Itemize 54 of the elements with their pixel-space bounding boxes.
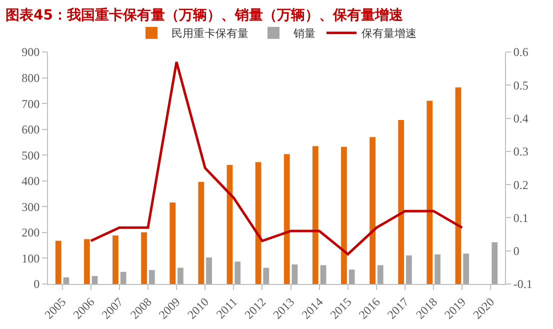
bar xyxy=(312,146,318,284)
bar xyxy=(348,270,355,284)
bar xyxy=(226,164,233,284)
y-tick-label: 600 xyxy=(22,122,40,137)
y-tick-label: 900 xyxy=(22,45,40,60)
bar xyxy=(284,154,290,284)
y-tick-label: 400 xyxy=(22,174,40,188)
bar xyxy=(170,202,176,284)
legend-label: 民用重卡保有量 xyxy=(172,27,248,40)
y2-tick-label: 0.4 xyxy=(513,111,528,126)
bar xyxy=(463,254,470,284)
bar xyxy=(320,265,326,284)
bar xyxy=(206,257,212,284)
bar xyxy=(341,146,347,284)
bar xyxy=(406,255,412,284)
bar xyxy=(198,182,204,284)
bar xyxy=(263,268,270,284)
bar xyxy=(92,276,98,284)
legend-label: 销量 xyxy=(292,27,316,40)
y2-tick-label: 0.2 xyxy=(513,178,528,192)
y-tick-label: 300 xyxy=(22,200,40,214)
y-tick-label: 700 xyxy=(22,96,40,111)
y-tick-label: 500 xyxy=(22,148,40,162)
y2-tick-label: 0.5 xyxy=(513,78,528,92)
y2-tick-label: 0.3 xyxy=(513,144,528,159)
y2-tick-label: 0.6 xyxy=(513,45,528,60)
bar xyxy=(148,270,155,284)
legend-label: 保有量增速 xyxy=(362,27,416,40)
chart-title: 图表45：我国重卡保有量（万辆）、销量（万辆）、保有量增速 xyxy=(6,8,404,24)
bar xyxy=(398,120,404,284)
line-series xyxy=(90,60,464,256)
y2-tick-label: 0.1 xyxy=(513,210,528,225)
y-tick-label: 100 xyxy=(22,251,40,266)
bar xyxy=(141,232,147,284)
bar xyxy=(255,162,262,284)
bar xyxy=(434,254,440,284)
bar xyxy=(112,236,118,284)
bar xyxy=(455,87,462,284)
bar xyxy=(84,239,90,284)
y-tick-label: 0 xyxy=(34,277,40,292)
y-tick-label: 800 xyxy=(22,70,40,85)
bar xyxy=(377,265,384,284)
y2-tick-label: -0.1 xyxy=(513,277,532,292)
bar xyxy=(120,272,126,284)
bar xyxy=(292,264,298,284)
bar xyxy=(426,100,433,284)
y-tick-label: 200 xyxy=(22,226,40,240)
bar xyxy=(178,268,184,284)
bar xyxy=(234,262,241,284)
y2-tick-label: 0 xyxy=(513,244,520,258)
bar xyxy=(370,137,376,284)
bar xyxy=(492,242,498,284)
bar xyxy=(55,240,62,284)
bar xyxy=(63,277,70,284)
